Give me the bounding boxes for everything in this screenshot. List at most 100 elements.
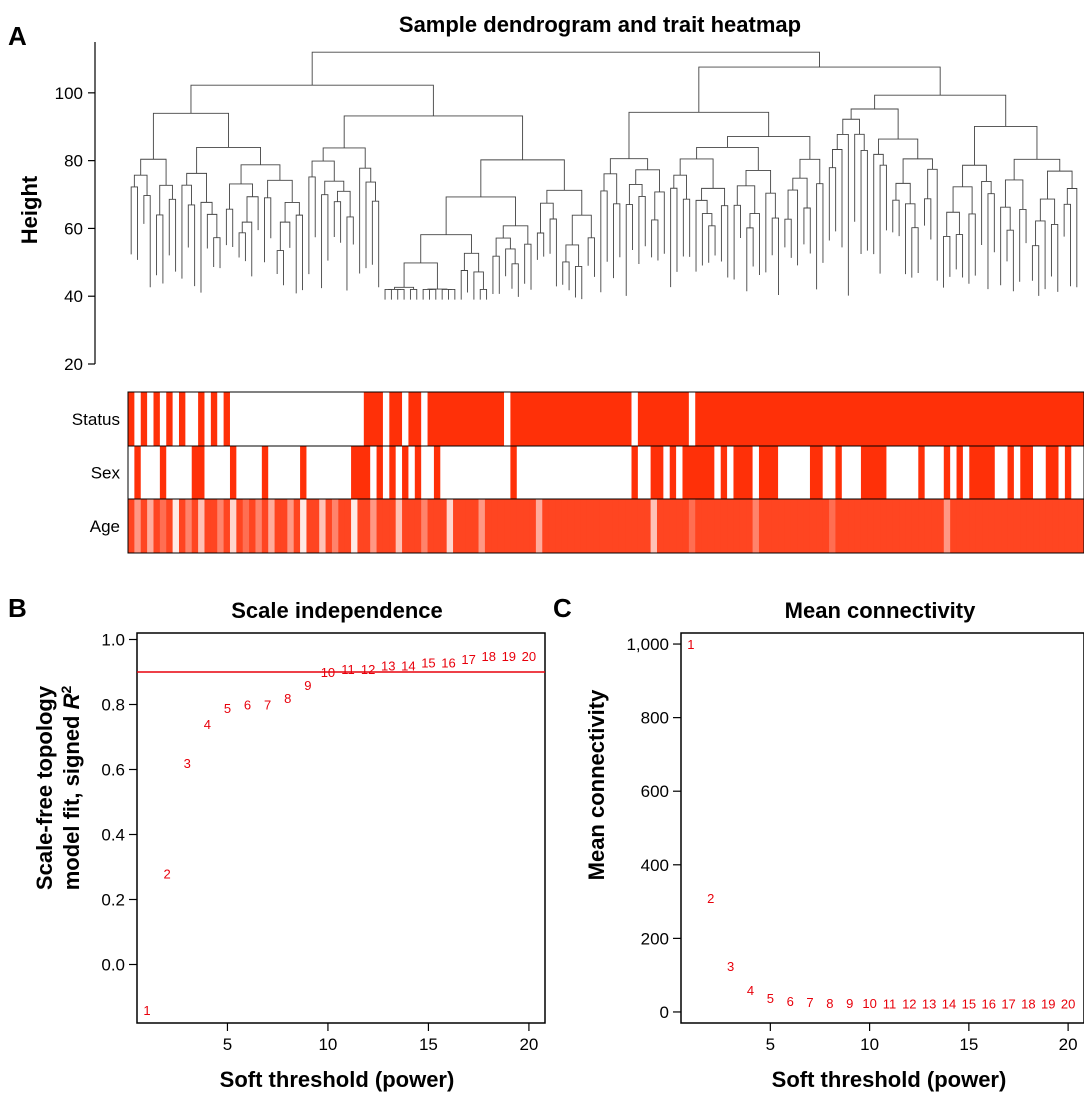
heatmap-cell xyxy=(128,499,135,553)
data-point-label: 10 xyxy=(321,665,335,680)
heatmap-cell xyxy=(809,499,817,553)
heatmap-cell xyxy=(778,392,786,446)
data-point-label: 11 xyxy=(341,662,355,677)
heatmap-cell xyxy=(618,446,626,499)
heatmap-cell xyxy=(574,499,582,553)
heatmap-cell xyxy=(580,446,588,499)
data-point-label: 4 xyxy=(747,983,754,998)
heatmap-cell xyxy=(293,446,301,499)
dendrogram-branch xyxy=(200,201,213,293)
heatmap-cell xyxy=(236,446,244,499)
heatmap-cell xyxy=(274,392,282,446)
dendrogram-branch xyxy=(246,196,259,231)
dendrogram-branch xyxy=(371,200,380,288)
panel-letter-c: C xyxy=(553,593,572,623)
heatmap-cell xyxy=(816,499,824,553)
heatmap-cell xyxy=(548,392,556,446)
dendrogram-branch xyxy=(190,84,434,116)
heatmap-cell xyxy=(287,499,295,553)
heatmap-cell xyxy=(178,392,186,446)
heatmap-cell xyxy=(255,446,263,499)
dendrogram-branch xyxy=(422,288,433,300)
heatmap-cell xyxy=(287,392,295,446)
heatmap-cell xyxy=(778,499,786,553)
heatmap-cell xyxy=(325,392,333,446)
heatmap-cell xyxy=(892,446,900,499)
heatmap-cell xyxy=(408,499,416,553)
heatmap-cell xyxy=(854,499,862,553)
heatmap-cell xyxy=(446,392,454,446)
dendrogram-branch xyxy=(803,207,811,254)
heatmap-cell xyxy=(1039,392,1047,446)
heatmap-cell xyxy=(752,392,760,446)
heatmap-cell xyxy=(797,446,805,499)
heatmap-cell xyxy=(1020,392,1028,446)
trait-label-status: Status xyxy=(72,410,120,429)
heatmap-cell xyxy=(688,392,696,446)
data-point-label: 8 xyxy=(826,996,833,1011)
heatmap-cell xyxy=(427,499,435,553)
heatmap-cell xyxy=(465,446,473,499)
heatmap-cell xyxy=(555,499,562,553)
panel-letter-b: B xyxy=(8,593,27,623)
y-tick-label: 0.6 xyxy=(101,761,125,780)
heatmap-cell xyxy=(982,499,989,553)
heatmap-cell xyxy=(510,392,518,446)
heatmap-cell xyxy=(325,499,333,553)
y-label-sup: 2 xyxy=(58,686,74,694)
heatmap-cell xyxy=(771,499,779,553)
data-point-label: 12 xyxy=(902,997,916,1012)
heatmap-cell xyxy=(835,499,843,553)
y-tick-label: 600 xyxy=(641,782,669,801)
panel-a: A Sample dendrogram and trait heatmap He… xyxy=(8,12,1084,554)
heatmap-cell xyxy=(312,499,320,553)
heatmap-cell xyxy=(841,392,849,446)
data-point-label: 7 xyxy=(806,995,813,1010)
heatmap-cell xyxy=(204,446,212,499)
dendrogram-branch xyxy=(1031,245,1040,296)
heatmap-cell xyxy=(574,446,582,499)
heatmap-cell xyxy=(784,446,792,499)
heatmap-cell xyxy=(491,446,499,499)
mean-connectivity-y-label: Mean connectivity xyxy=(584,689,609,880)
panel-b: B Scale independence Scale-free topology… xyxy=(8,593,546,1092)
dendrogram-branch xyxy=(445,196,516,235)
heatmap-cell xyxy=(1020,446,1028,499)
y-tick-label: 80 xyxy=(64,152,83,171)
heatmap-cell xyxy=(395,446,403,499)
dendrogram-branch xyxy=(962,164,987,187)
heatmap-cell xyxy=(185,392,193,446)
heatmap-cell xyxy=(911,446,919,499)
heatmap-cell xyxy=(612,446,620,499)
heatmap-cell xyxy=(682,392,690,446)
dendrogram-branch xyxy=(1013,158,1061,180)
heatmap-cell xyxy=(561,446,569,499)
heatmap-cell xyxy=(688,499,696,553)
dendrogram-branch xyxy=(1004,179,1024,210)
heatmap-cell xyxy=(1045,392,1053,446)
dendrogram-branch xyxy=(701,213,713,266)
dendrogram-branch xyxy=(267,179,293,203)
dendrogram-branch xyxy=(628,111,770,159)
heatmap-cell xyxy=(484,446,492,499)
heatmap-cell xyxy=(548,446,556,499)
dendrogram-branch xyxy=(279,221,291,251)
dendrogram-branch xyxy=(186,172,207,203)
heatmap-cell xyxy=(172,499,180,553)
heatmap-cell xyxy=(931,446,939,499)
heatmap-cell xyxy=(695,446,703,499)
heatmap-cell xyxy=(497,446,505,499)
heatmap-cell xyxy=(300,499,308,553)
heatmap-cell xyxy=(905,392,913,446)
heatmap-cell xyxy=(567,499,575,553)
dendrogram-branch xyxy=(502,225,529,245)
heatmap-cell xyxy=(1039,499,1047,553)
heatmap-cell xyxy=(758,392,766,446)
heatmap-cell xyxy=(166,446,174,499)
dendrogram-branch xyxy=(874,94,1007,127)
heatmap-cell xyxy=(669,446,677,499)
heatmap-cell xyxy=(975,392,983,446)
heatmap-cell xyxy=(1020,499,1028,553)
dendrogram-branch xyxy=(284,201,300,223)
heatmap-cell xyxy=(217,499,225,553)
